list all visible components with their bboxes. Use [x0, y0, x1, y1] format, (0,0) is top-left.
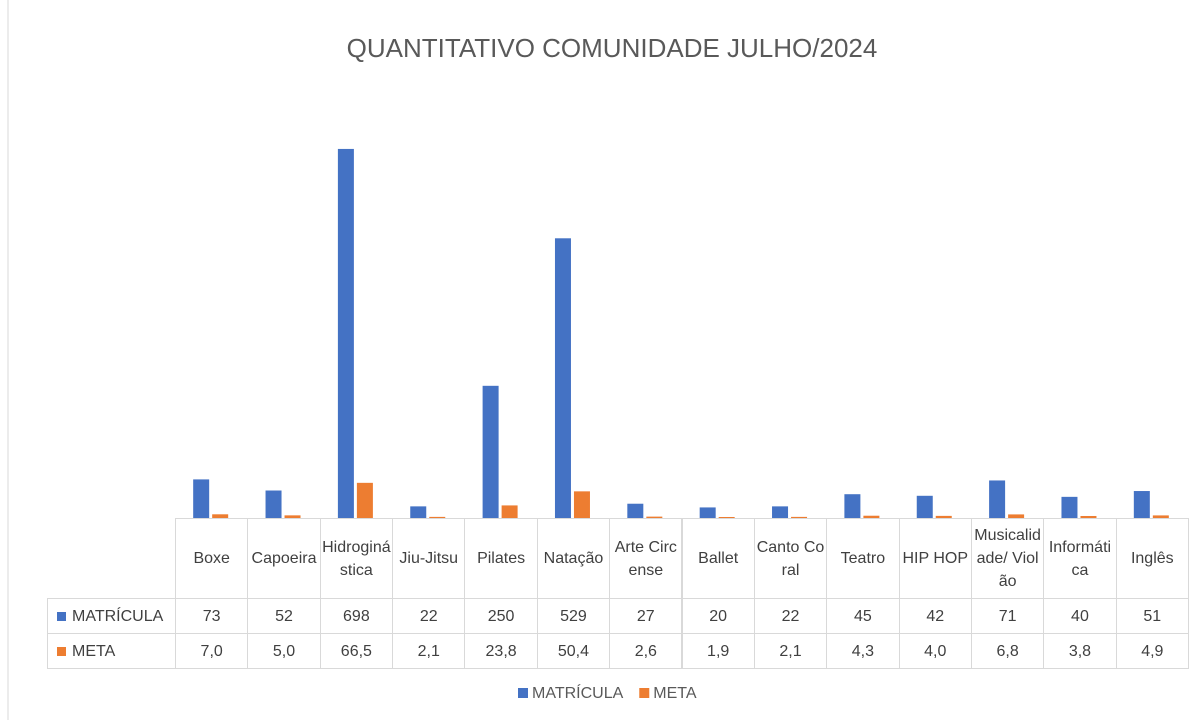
table-value: 698 — [319, 598, 394, 634]
bar — [646, 516, 663, 518]
legend-key — [518, 688, 528, 698]
table-value: 6,8 — [970, 633, 1045, 669]
bar — [627, 503, 644, 518]
legend-key — [57, 646, 66, 656]
table-series-label: META — [47, 633, 176, 669]
category-label: Inglês — [1115, 518, 1189, 599]
bar — [1008, 514, 1025, 518]
bar — [863, 515, 880, 518]
bar — [356, 482, 373, 518]
table-value: 250 — [464, 598, 538, 634]
table-value: 27 — [609, 598, 683, 634]
series-name: META — [72, 642, 116, 660]
bar — [501, 505, 518, 518]
bar — [1152, 515, 1169, 518]
table-value: 45 — [826, 598, 900, 634]
legend-key — [57, 611, 66, 621]
table-value: 4,0 — [898, 633, 972, 669]
bar — [429, 516, 446, 518]
category-label: Arte Circense — [609, 518, 683, 599]
table-value: 4,9 — [1115, 633, 1189, 669]
table-value: 20 — [681, 598, 755, 634]
table-value: 2,6 — [609, 633, 683, 669]
chart-title: QUANTITATIVO COMUNIDADE JULHO/2024 — [347, 33, 878, 63]
legend-key — [639, 688, 650, 698]
bar — [410, 506, 427, 518]
bar — [718, 516, 735, 518]
table-value: 73 — [175, 598, 249, 634]
category-label: Jiu-Jitsu — [392, 518, 466, 599]
table-value: 4,3 — [826, 633, 900, 669]
table-value: 71 — [970, 598, 1045, 634]
category-label: Hidroginástica — [319, 518, 394, 599]
table-value: 50,4 — [536, 633, 611, 669]
bar — [772, 506, 789, 518]
category-label: Teatro — [826, 518, 900, 599]
series-name: MATRÍCULA — [72, 607, 164, 625]
legend-label: META — [653, 685, 697, 702]
bar — [337, 148, 354, 518]
table-value: 3,8 — [1043, 633, 1117, 669]
bar — [1061, 496, 1078, 518]
bar — [1080, 515, 1097, 518]
table-value: 2,1 — [753, 633, 828, 669]
table-value: 42 — [898, 598, 972, 634]
table-value: 1,9 — [681, 633, 755, 669]
table-value: 22 — [392, 598, 466, 634]
bar — [1133, 491, 1150, 518]
table-value: 51 — [1115, 598, 1189, 634]
bar — [482, 385, 499, 518]
table-value: 52 — [247, 598, 321, 634]
bar — [791, 516, 808, 518]
chart-border — [7, 0, 9, 720]
bar — [916, 495, 933, 518]
bar — [989, 480, 1006, 518]
category-label: Natação — [536, 518, 611, 599]
bar — [265, 490, 282, 518]
table-value: 22 — [753, 598, 828, 634]
bar — [284, 515, 301, 518]
category-label: Canto Coral — [753, 518, 828, 599]
table-value: 2,1 — [392, 633, 466, 669]
bar — [844, 494, 861, 518]
table-value: 23,8 — [464, 633, 538, 669]
bar — [212, 514, 229, 518]
bar — [573, 491, 590, 518]
bar — [935, 515, 952, 518]
category-label: Boxe — [175, 518, 249, 599]
table-value: 5,0 — [247, 633, 321, 669]
category-label: Capoeira — [247, 518, 321, 599]
table-value: 7,0 — [175, 633, 249, 669]
legend-label: MATRÍCULA — [532, 683, 624, 702]
table-value: 40 — [1043, 598, 1117, 634]
table-series-label: MATRÍCULA — [47, 598, 176, 634]
category-label: HIP HOP — [898, 518, 972, 599]
table-value: 529 — [536, 598, 611, 634]
table-value: 66,5 — [319, 633, 394, 669]
category-label: Musicalidade/ Violão — [970, 518, 1045, 599]
bar — [699, 507, 716, 518]
category-label: Informática — [1043, 518, 1117, 599]
bar — [554, 238, 571, 518]
category-label: Pilates — [464, 518, 538, 599]
bar — [193, 479, 210, 518]
category-label: Ballet — [681, 518, 755, 599]
